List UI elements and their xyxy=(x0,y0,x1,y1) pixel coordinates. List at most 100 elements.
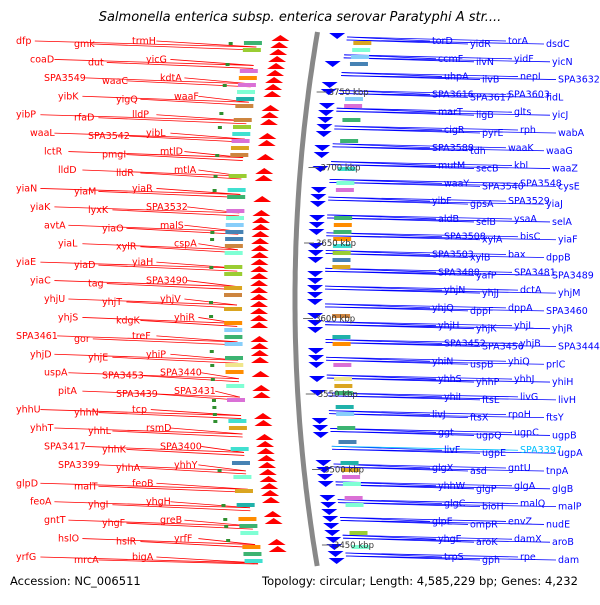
rna-feature-marker xyxy=(228,42,233,45)
cog-category-block xyxy=(224,335,243,339)
right-gene-label: gph xyxy=(482,555,500,566)
cog-category-block xyxy=(236,503,255,507)
plus-strand-gene-arrow xyxy=(258,133,277,139)
left-gene-label: yigQ xyxy=(116,94,138,105)
left-gene-leader-line xyxy=(82,317,238,324)
plus-strand-gene-arrow xyxy=(252,385,271,391)
minus-strand-gene-arrow xyxy=(313,152,330,158)
right-gene-label: dam xyxy=(558,555,579,566)
left-gene-leader-line xyxy=(140,320,238,327)
kbp-tick-label: 3750 kbp xyxy=(329,88,369,98)
right-gene-label: rpoH xyxy=(508,410,531,421)
right-gene-label: SPA3616 xyxy=(432,89,474,100)
right-gene-label: ccmF xyxy=(438,54,463,65)
cog-category-block xyxy=(352,48,371,52)
left-gene-leader-line xyxy=(157,393,241,401)
minus-strand-gene-arrow xyxy=(314,145,331,151)
left-gene-label: tcp xyxy=(132,405,147,416)
cog-category-block xyxy=(332,314,351,318)
right-gene-label: yhjN xyxy=(444,285,465,296)
right-gene-label: SPA3508 xyxy=(444,232,486,243)
minus-strand-gene-arrow xyxy=(307,271,324,277)
right-gene-leader-line xyxy=(336,107,513,113)
rna-feature-marker xyxy=(212,189,217,192)
minus-strand-gene-arrow xyxy=(311,418,328,424)
right-gene-label: ftsY xyxy=(546,413,564,424)
right-gene-label: ugpE xyxy=(482,448,506,459)
plus-strand-gene-arrow xyxy=(251,371,270,377)
cog-category-block xyxy=(336,412,355,416)
left-gene-label: yrfG xyxy=(16,552,36,563)
left-gene-label: waaF xyxy=(174,91,199,102)
left-gene-leader-line xyxy=(106,62,254,69)
cog-category-block xyxy=(332,258,351,262)
left-gene-label: yiaE xyxy=(16,257,36,268)
plus-strand-gene-arrow xyxy=(260,483,279,489)
right-gene-leader-line xyxy=(334,128,557,134)
left-gene-label: yiaR xyxy=(132,183,153,194)
right-gene-leader-line xyxy=(333,463,507,469)
left-gene-label: dut xyxy=(88,57,104,68)
plus-strand-gene-arrow xyxy=(250,280,269,286)
right-gene-label: yhjJ xyxy=(482,288,499,299)
right-gene-label: ysaA xyxy=(514,214,537,225)
left-gene-leader-line xyxy=(198,243,238,251)
cog-category-block xyxy=(224,272,243,276)
left-gene-leader-line xyxy=(126,80,251,88)
rna-feature-marker xyxy=(217,126,222,129)
minus-strand-gene-arrow xyxy=(316,124,333,130)
right-gene-label: xylB xyxy=(470,253,490,264)
rna-feature-marker xyxy=(210,378,215,381)
left-gene-label: SPA3440 xyxy=(160,368,202,379)
right-gene-label: marT xyxy=(438,107,463,118)
right-gene-label: damX xyxy=(514,534,542,545)
left-gene-label: SPA3542 xyxy=(88,131,130,142)
cog-category-block xyxy=(227,188,246,192)
left-gene-label: yhhU xyxy=(16,405,41,416)
rna-feature-marker xyxy=(213,420,218,423)
right-gene-label: gpsA xyxy=(470,199,494,210)
right-gene-label: malP xyxy=(558,502,582,513)
cog-category-block xyxy=(233,475,252,479)
right-gene-leader-line xyxy=(325,306,545,312)
feature-rings xyxy=(209,33,372,564)
minus-strand-gene-arrow xyxy=(310,187,327,193)
plus-strand-gene-arrow xyxy=(255,168,274,174)
backbone-arc-path xyxy=(292,31,320,567)
cog-category-block xyxy=(226,216,245,220)
right-gene-label: yhgE xyxy=(438,534,462,545)
right-gene-label: malQ xyxy=(520,499,545,510)
cog-category-block xyxy=(230,447,249,451)
right-gene-label: yhhS xyxy=(438,374,462,385)
left-gene-leader-line xyxy=(82,538,256,545)
plus-strand-gene-arrow xyxy=(250,287,269,293)
right-gene-leader-line xyxy=(328,199,545,205)
plus-strand-gene-arrow xyxy=(252,217,271,223)
plus-strand-gene-arrow xyxy=(261,497,280,503)
topology-label: Topology: circular; Length: 4,585,229 bp… xyxy=(262,574,578,588)
left-gene-leader-line xyxy=(82,95,249,103)
right-gene-leader-line xyxy=(340,517,507,522)
minus-strand-gene-arrow xyxy=(309,215,326,221)
right-gene-leader-line xyxy=(328,196,507,202)
right-gene-label: SPA3503 xyxy=(432,250,474,261)
left-gene-label: yhgF xyxy=(102,518,125,529)
left-gene-label: SPA3461 xyxy=(16,331,58,342)
left-gene-label: yhjU xyxy=(44,294,65,305)
right-gene-label: dppF xyxy=(470,306,494,317)
right-gene-leader-line xyxy=(325,270,551,276)
left-gene-leader-line xyxy=(170,132,245,140)
left-gene-leader-line xyxy=(156,114,247,122)
right-gene-label: mutM xyxy=(438,161,465,172)
left-gene-leader-line xyxy=(54,206,240,214)
left-gene-leader-line xyxy=(156,261,238,269)
left-gene-leader-line xyxy=(140,467,247,475)
minus-strand-gene-arrow xyxy=(317,117,334,123)
right-gene-label: SPA3588 xyxy=(432,143,474,154)
plus-strand-gene-arrow xyxy=(260,112,279,118)
cog-category-block xyxy=(338,440,357,444)
right-gene-label: yhjH xyxy=(438,321,459,332)
cog-category-block xyxy=(333,237,352,241)
left-gene-label: yhjD xyxy=(30,349,52,360)
right-gene-leader-line xyxy=(327,392,519,398)
